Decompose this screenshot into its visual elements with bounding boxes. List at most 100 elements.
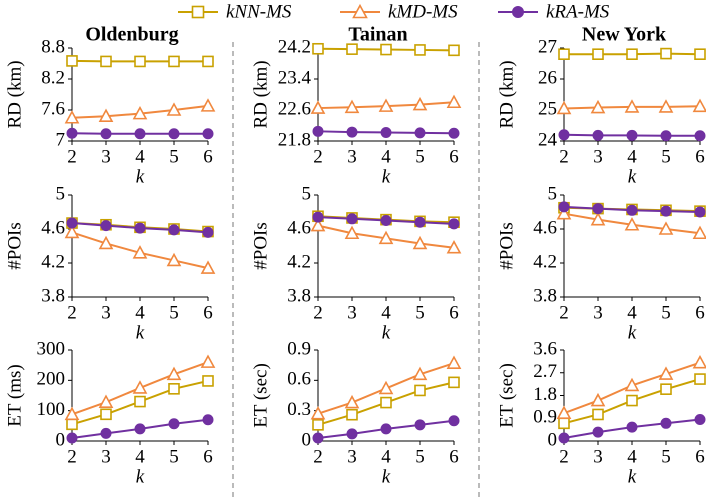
x-tick-label: 2 [67, 146, 77, 167]
x-tick-label: 5 [169, 302, 179, 323]
x-tick-label: 4 [627, 302, 637, 323]
data-point [98, 235, 114, 250]
data-point [168, 418, 180, 430]
y-axis-label: RD (km) [250, 60, 271, 128]
y-tick-label: 3.8 [533, 285, 557, 306]
data-point [346, 213, 358, 225]
data-point [64, 224, 80, 239]
data-point [134, 423, 146, 435]
data-point [134, 395, 146, 408]
y-tick-label: 4.6 [533, 217, 557, 238]
data-point [448, 376, 460, 389]
data-point [380, 396, 392, 409]
y-tick-label: 100 [37, 399, 66, 420]
data-point [590, 211, 606, 226]
data-point [166, 366, 182, 381]
y-tick-label: 8.2 [41, 67, 65, 88]
x-axis-label: k [136, 466, 145, 487]
y-tick-label: 23.4 [278, 67, 312, 88]
data-point [414, 127, 426, 139]
x-tick-label: 5 [415, 146, 425, 167]
y-tick-label: 0.3 [287, 399, 311, 420]
y-tick-label: 3.6 [533, 338, 557, 359]
y-tick-label: 26 [538, 67, 557, 88]
data-point [626, 129, 638, 141]
y-tick-label: 0 [302, 429, 312, 450]
data-point [344, 99, 360, 114]
data-point [446, 355, 462, 369]
data-point [558, 417, 570, 430]
y-axis-label: ET (sec) [496, 363, 517, 428]
data-point [446, 240, 462, 254]
data-point [692, 98, 706, 113]
data-point [414, 419, 426, 431]
data-point [132, 105, 148, 120]
data-point [624, 99, 640, 113]
legend-label: kRA-MS [546, 1, 610, 22]
y-axis-label: ET (sec) [250, 363, 271, 428]
data-point [624, 217, 640, 231]
x-tick-label: 6 [695, 146, 705, 167]
x-tick-label: 2 [67, 302, 77, 323]
data-point [346, 43, 358, 55]
data-point [168, 224, 180, 236]
x-tick-label: 6 [449, 446, 459, 467]
data-point [200, 260, 216, 274]
x-tick-label: 2 [313, 146, 323, 167]
data-point [132, 245, 148, 259]
y-tick-label: 0.9 [287, 338, 311, 359]
data-point [660, 383, 672, 395]
y-tick-label: 25 [538, 98, 557, 119]
y-tick-label: 2.7 [533, 361, 557, 382]
data-point [556, 405, 572, 419]
data-point [556, 206, 572, 220]
data-point [66, 432, 78, 444]
data-point [312, 211, 324, 223]
data-point [590, 99, 606, 114]
data-point [134, 222, 146, 234]
y-tick-label: 4.2 [41, 251, 65, 272]
data-point [66, 217, 78, 229]
data-point [202, 226, 214, 238]
x-tick-label: 5 [661, 446, 671, 467]
data-point [692, 354, 706, 369]
data-point [100, 128, 112, 140]
y-tick-label: 3.8 [287, 285, 311, 306]
x-tick-label: 4 [135, 146, 145, 167]
data-point [202, 128, 214, 140]
data-point [380, 43, 392, 56]
x-tick-label: 6 [695, 446, 705, 467]
y-tick-label: 200 [37, 369, 66, 390]
x-tick-label: 4 [135, 302, 145, 323]
legend-marker [191, 5, 205, 19]
data-point [556, 100, 572, 115]
data-point [592, 426, 604, 438]
x-tick-label: 4 [381, 146, 391, 167]
data-point [592, 48, 604, 61]
y-tick-label: 0.6 [287, 369, 311, 390]
data-point [64, 406, 80, 421]
y-tick-label: 5 [548, 183, 558, 204]
data-point [380, 423, 392, 435]
x-tick-label: 6 [203, 446, 213, 467]
x-tick-label: 6 [449, 302, 459, 323]
data-point [660, 47, 672, 60]
data-point [624, 377, 640, 392]
chart-title: New York [582, 24, 667, 46]
data-point [100, 220, 112, 232]
data-point [66, 127, 78, 139]
y-tick-label: 7 [56, 129, 66, 150]
y-tick-label: 300 [37, 338, 66, 359]
y-tick-label: 5 [56, 183, 66, 204]
y-axis-label: #POIs [250, 222, 271, 270]
data-point [694, 48, 706, 61]
data-point [660, 130, 672, 142]
x-axis-label: k [136, 166, 145, 187]
x-tick-label: 2 [559, 146, 569, 167]
x-tick-label: 2 [67, 446, 77, 467]
data-point [626, 204, 638, 216]
chart-title: Tainan [348, 24, 407, 46]
y-tick-label: 4.6 [41, 217, 65, 238]
